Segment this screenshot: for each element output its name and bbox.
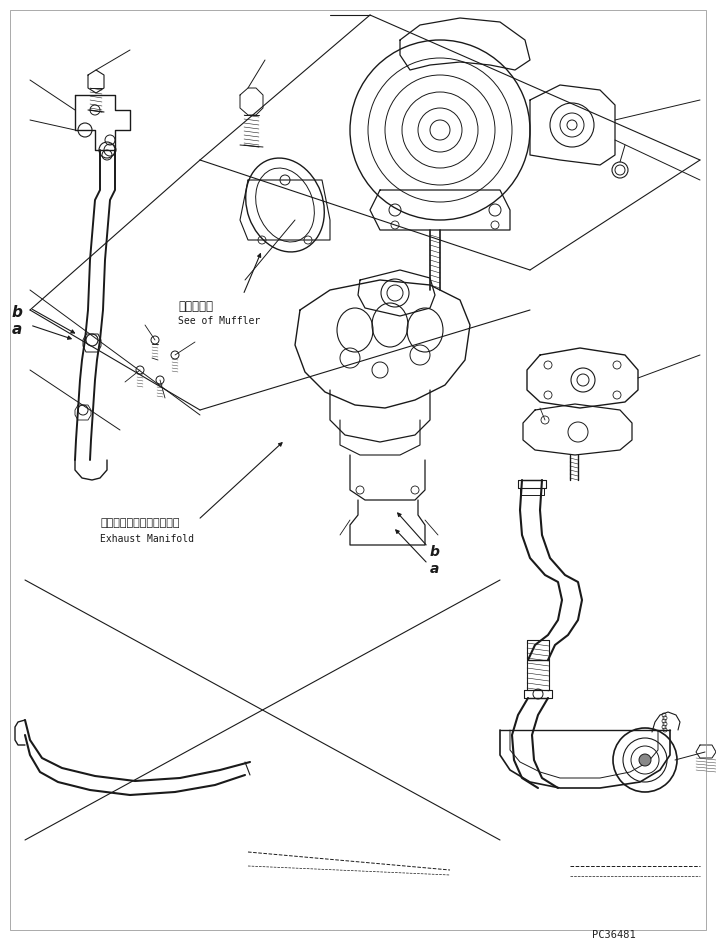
Text: エキゾーストマニホールド: エキゾーストマニホールド xyxy=(100,518,180,528)
Text: a: a xyxy=(430,562,440,576)
Text: Exhaust Manifold: Exhaust Manifold xyxy=(100,534,194,544)
Text: PC36481: PC36481 xyxy=(592,930,636,940)
Text: a: a xyxy=(12,322,22,337)
Text: b: b xyxy=(12,305,23,320)
Circle shape xyxy=(639,754,651,766)
Text: b: b xyxy=(430,545,440,559)
Text: See of Muffler: See of Muffler xyxy=(178,316,260,326)
Text: マフラ参照: マフラ参照 xyxy=(178,300,213,313)
